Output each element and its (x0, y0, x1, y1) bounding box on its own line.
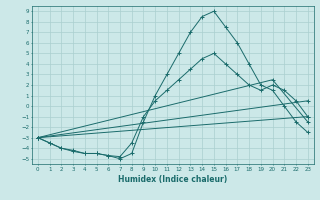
X-axis label: Humidex (Indice chaleur): Humidex (Indice chaleur) (118, 175, 228, 184)
